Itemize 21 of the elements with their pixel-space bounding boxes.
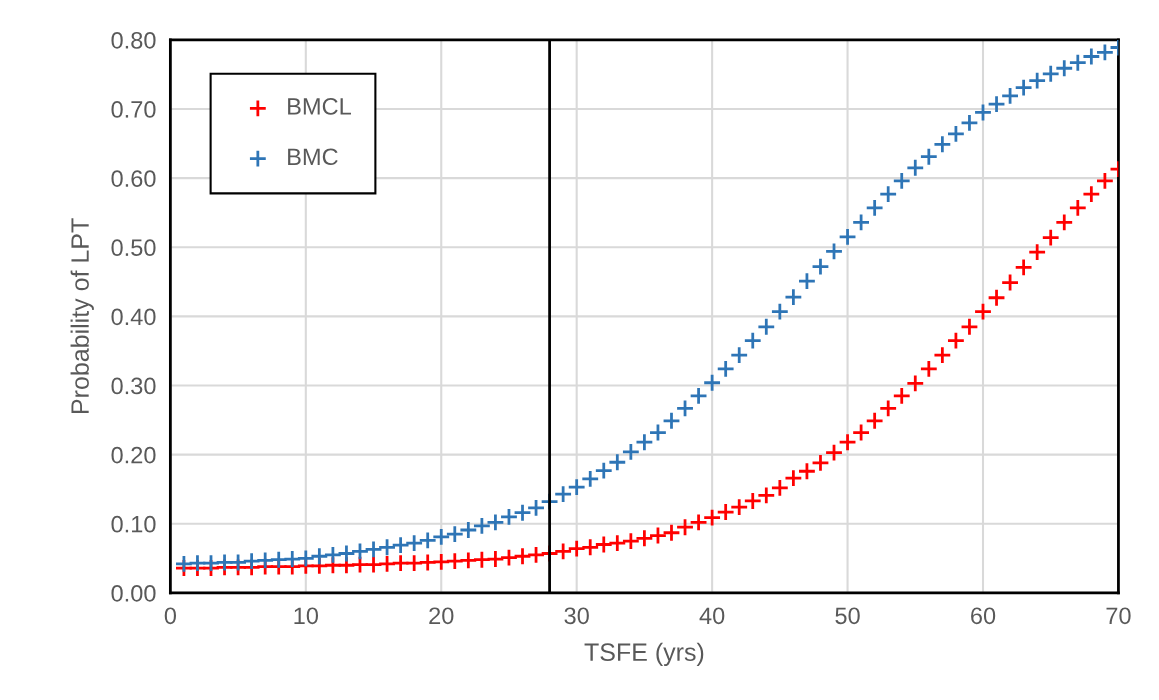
- y-tick-label: 0.10: [111, 515, 156, 533]
- x-tick-label: 40: [699, 607, 725, 625]
- x-tick-label: 30: [564, 607, 589, 625]
- legend-label: BMC: [288, 148, 338, 166]
- y-tick-label: 0.30: [111, 377, 156, 395]
- x-tick-label: 20: [429, 607, 454, 625]
- y-tick-label: 0.20: [111, 446, 156, 464]
- y-tick-label: 0.40: [111, 308, 156, 326]
- y-tick-label: 0.50: [111, 239, 156, 257]
- y-tick-label: 0.00: [111, 584, 156, 602]
- y-tick-label: 0.60: [111, 170, 156, 187]
- y-axis-title: Probability of LPT: [70, 218, 94, 413]
- x-axis-title: TSFE (yrs): [584, 642, 704, 666]
- y-tick-label: 0.80: [111, 31, 156, 49]
- x-tick-label: 60: [971, 607, 996, 625]
- x-tick-label: 50: [835, 607, 860, 625]
- x-tick-label: 0: [164, 607, 177, 625]
- x-tick-label: 70: [1106, 607, 1131, 625]
- legend-label: BMCL: [288, 98, 351, 115]
- x-tick-label: 10: [294, 607, 319, 625]
- y-tick-label: 0.70: [111, 101, 156, 118]
